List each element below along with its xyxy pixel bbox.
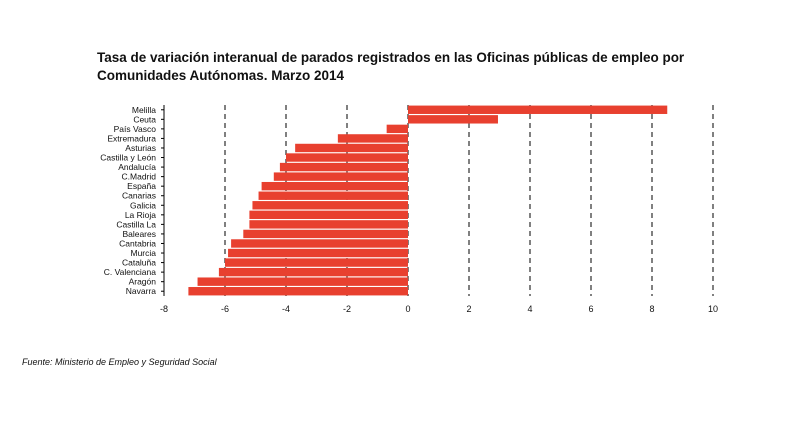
- category-label: Navarra: [126, 286, 157, 296]
- category-label: Andalucía: [118, 162, 156, 172]
- x-tick-label: 6: [588, 304, 593, 314]
- category-label: Canarias: [122, 191, 156, 201]
- x-tick-label: 8: [649, 304, 654, 314]
- x-tick-label: -6: [221, 304, 229, 314]
- category-label: Extremadura: [107, 133, 156, 143]
- category-label: Castilla La: [116, 219, 156, 229]
- bar: [218, 267, 408, 277]
- category-label: Castilla y León: [100, 153, 156, 163]
- y-axis: [161, 105, 165, 296]
- bar: [386, 124, 408, 134]
- category-label: Melilla: [132, 105, 156, 115]
- bar: [243, 229, 408, 239]
- bar: [295, 143, 408, 153]
- bar: [408, 115, 498, 124]
- category-label: Baleares: [122, 229, 156, 239]
- chart-title-line-2: Comunidades Autónomas. Marzo 2014: [97, 68, 345, 83]
- bar: [249, 210, 408, 220]
- bar: [249, 220, 408, 229]
- category-label: Aragón: [129, 277, 157, 287]
- bar: [258, 191, 408, 200]
- x-tick-label: 2: [466, 304, 471, 314]
- category-label: Cataluña: [122, 258, 156, 268]
- category-label: C. Valenciana: [104, 267, 157, 277]
- x-tick-label: 10: [708, 304, 718, 314]
- category-label: Galicia: [130, 200, 156, 210]
- x-tick-label: 0: [405, 304, 410, 314]
- category-label: Asturias: [125, 143, 156, 153]
- category-label: Murcia: [130, 248, 156, 258]
- bar: [408, 105, 668, 114]
- grid-lines: [224, 105, 714, 296]
- category-label: País Vasco: [114, 124, 157, 134]
- bars: [188, 105, 668, 296]
- chart-title: Tasa de variación interanual de parados …: [97, 49, 737, 85]
- bar: [188, 287, 408, 296]
- category-label: Ceuta: [133, 114, 156, 124]
- category-label: La Rioja: [125, 210, 156, 220]
- x-tick-labels: -8 -6 -4 -2 0 2 4 6 8 10: [160, 304, 718, 314]
- x-tick-label: -8: [160, 304, 168, 314]
- x-tick-label: -2: [343, 304, 351, 314]
- bar: [197, 277, 408, 286]
- bar: [273, 172, 408, 181]
- category-label: Cantabria: [119, 238, 156, 248]
- x-tick-label: 4: [527, 304, 532, 314]
- source-note: Fuente: Ministerio de Empleo y Seguridad…: [22, 357, 217, 367]
- bar: [252, 201, 408, 210]
- bar: [279, 162, 408, 172]
- bar: [337, 134, 408, 143]
- bar: [286, 153, 408, 162]
- bar: [225, 258, 408, 267]
- bar: [231, 239, 408, 248]
- bar: [228, 248, 408, 258]
- category-label: España: [127, 181, 156, 191]
- bar: [261, 181, 408, 191]
- x-tick-label: -4: [282, 304, 290, 314]
- chart-title-line-1: Tasa de variación interanual de parados …: [97, 50, 685, 65]
- category-label: C.Madrid: [122, 172, 157, 182]
